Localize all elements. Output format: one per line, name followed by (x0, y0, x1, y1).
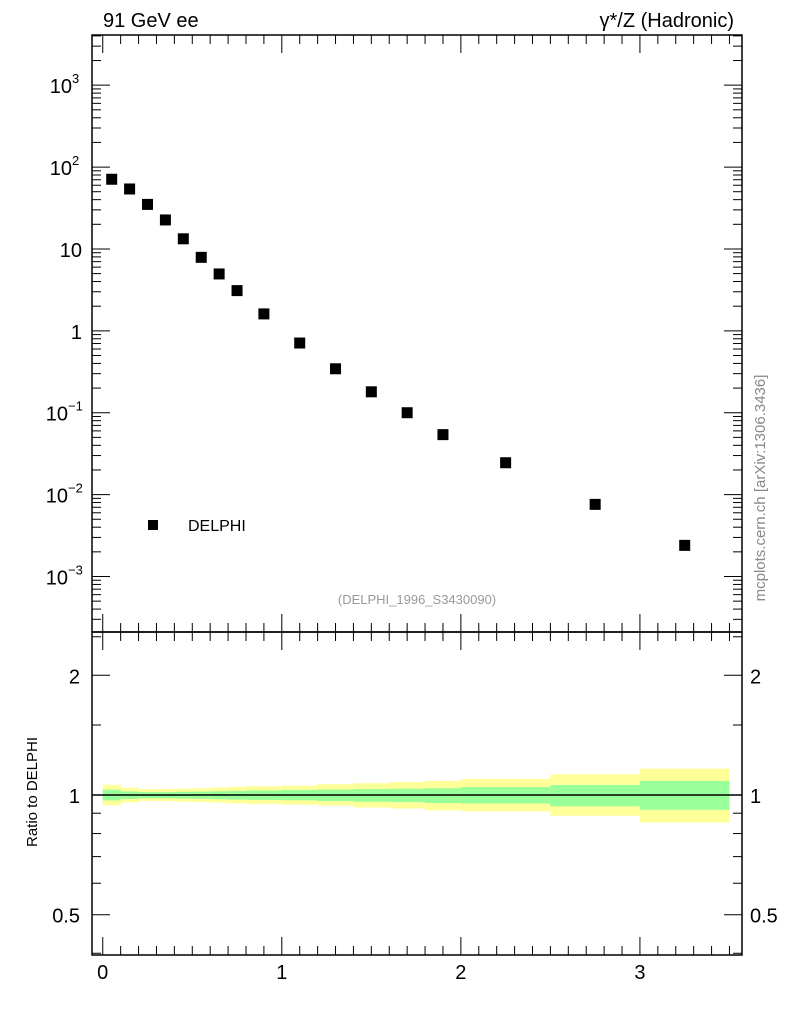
data-point (679, 539, 691, 551)
y-tick-exponent: 2 (72, 153, 79, 168)
data-point (159, 214, 171, 226)
main-panel-frame (91, 34, 743, 633)
data-point (401, 407, 413, 419)
data-point (258, 308, 270, 320)
y-tick-label: 10 (46, 486, 68, 508)
x-tick-label: 2 (455, 962, 466, 984)
side-label: mcplots.cern.ch [arXiv:1306.3436] (752, 375, 769, 602)
ratio-y-tick-label: 2 (69, 666, 80, 688)
x-tick-label: 3 (634, 962, 645, 984)
y-tick-exponent: −3 (68, 562, 83, 577)
data-point (500, 457, 512, 469)
title-left: 91 GeV ee (103, 10, 199, 32)
y-tick-label: 10 (46, 567, 68, 589)
y-tick-label: 1 (71, 322, 82, 344)
ratio-ylabel: Ratio to DELPHI (24, 737, 41, 847)
ratio-y-tick-label-right: 0.5 (750, 906, 778, 928)
y-tick-label: 10 (50, 158, 72, 180)
data-point (195, 251, 207, 263)
y-tick-exponent: −1 (68, 399, 83, 414)
analysis-id-annotation: (DELPHI_1996_S3430090) (338, 592, 496, 607)
legend-label: DELPHI (188, 518, 246, 535)
y-tick-label: 10 (50, 76, 72, 98)
data-points (106, 173, 691, 551)
ratio-y-tick-label: 1 (69, 786, 80, 808)
ratio-panel-frame (91, 631, 743, 956)
data-point (330, 363, 342, 375)
data-point (437, 429, 449, 441)
data-point (589, 498, 601, 510)
data-point (213, 268, 225, 280)
y-tick-exponent: 3 (72, 71, 79, 86)
data-point (106, 173, 118, 185)
legend-marker (148, 520, 158, 530)
y-tick-label: 10 (46, 404, 68, 426)
ratio-y-tick-label-right: 1 (750, 786, 761, 808)
data-point (365, 386, 377, 398)
ratio-y-tick-label-right: 2 (750, 666, 761, 688)
data-point (294, 337, 306, 349)
data-point (142, 198, 154, 210)
x-tick-label: 1 (276, 962, 287, 984)
data-point (177, 233, 189, 245)
y-tick-label: 10 (60, 240, 82, 262)
y-tick-exponent: −2 (68, 481, 83, 496)
data-point (231, 285, 243, 297)
x-tick-label: 0 (97, 962, 108, 984)
data-point (124, 183, 136, 195)
title-right: γ*/Z (Hadronic) (600, 10, 734, 32)
ratio-y-tick-label: 0.5 (52, 906, 80, 928)
